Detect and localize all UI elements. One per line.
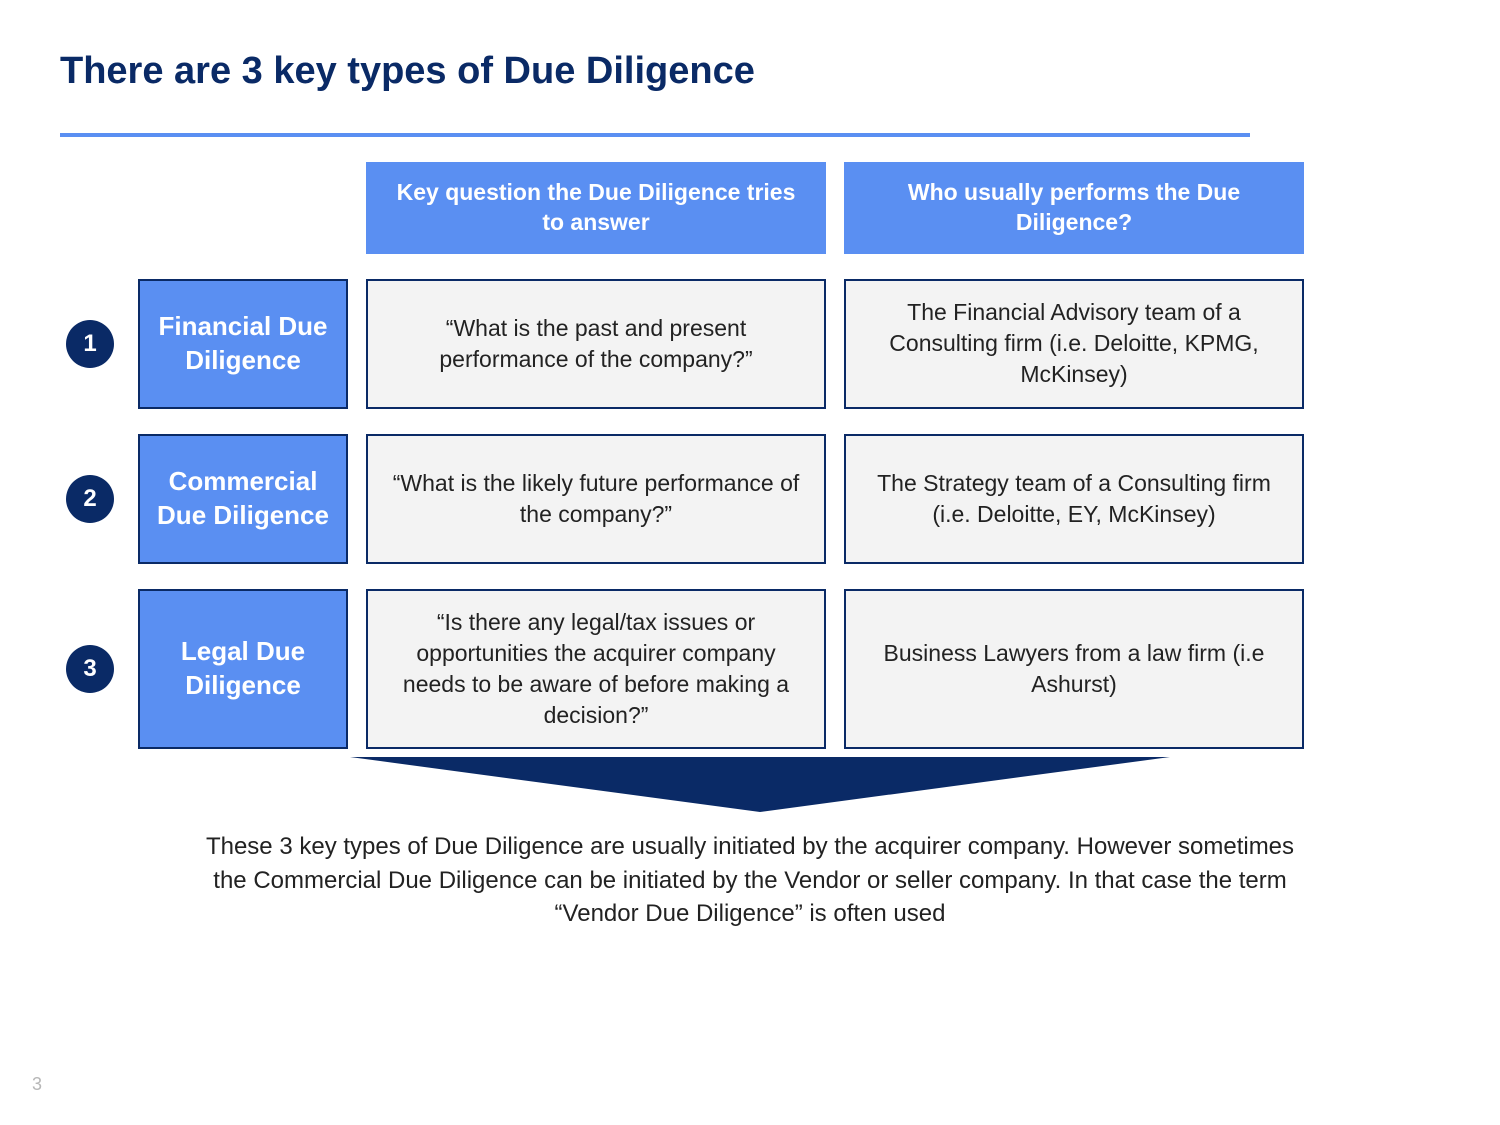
row-3-num: 3 [66, 645, 114, 693]
footnote-text: These 3 key types of Due Diligence are u… [40, 830, 1460, 931]
row-1-num-wrap: 1 [60, 279, 120, 409]
row-3-who: Business Lawyers from a law firm (i.e As… [844, 589, 1304, 749]
title-underline [60, 133, 1250, 137]
row-2-label: Commercial Due Diligence [138, 434, 348, 564]
row-2-num-wrap: 2 [60, 434, 120, 564]
row-3-label: Legal Due Diligence [138, 589, 348, 749]
down-arrow-icon [350, 757, 1170, 812]
row-1-num: 1 [66, 320, 114, 368]
slide-title: There are 3 key types of Due Diligence [60, 50, 1460, 93]
row-1-question: “What is the past and present performanc… [366, 279, 826, 409]
row-2-question: “What is the likely future performance o… [366, 434, 826, 564]
down-arrow-wrap [60, 757, 1460, 812]
row-1-label: Financial Due Diligence [138, 279, 348, 409]
row-1-who: The Financial Advisory team of a Consult… [844, 279, 1304, 409]
row-3-num-wrap: 3 [60, 589, 120, 749]
empty-header-1 [60, 162, 120, 254]
col-header-who: Who usually performs the Due Diligence? [844, 162, 1304, 254]
row-2-num: 2 [66, 475, 114, 523]
dd-table: Key question the Due Diligence tries to … [60, 162, 1460, 749]
row-3-question: “Is there any legal/tax issues or opport… [366, 589, 826, 749]
col-header-question: Key question the Due Diligence tries to … [366, 162, 826, 254]
page-number: 3 [32, 1074, 42, 1095]
row-2-who: The Strategy team of a Consulting firm (… [844, 434, 1304, 564]
empty-header-2 [138, 162, 348, 254]
